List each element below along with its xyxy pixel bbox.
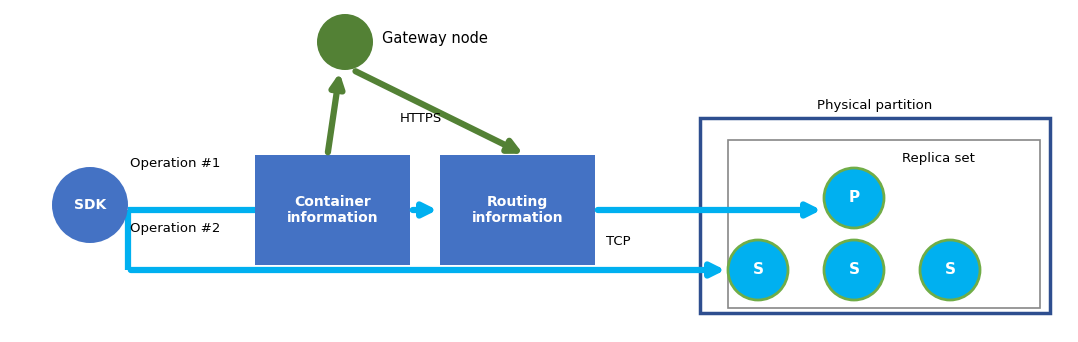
Bar [728, 140, 1040, 308]
Text: TCP: TCP [606, 235, 631, 248]
Text: Gateway node: Gateway node [382, 30, 488, 45]
Text: Operation #1: Operation #1 [129, 157, 220, 170]
Bar [700, 118, 1050, 313]
Text: S: S [752, 263, 763, 277]
Bar [440, 155, 595, 265]
Text: S: S [944, 263, 955, 277]
Circle shape [728, 240, 788, 300]
Text: SDK: SDK [74, 198, 106, 212]
Text: Replica set: Replica set [902, 152, 975, 165]
Circle shape [52, 167, 128, 243]
Text: HTTPS: HTTPS [400, 111, 442, 124]
Bar [255, 155, 410, 265]
Circle shape [824, 240, 884, 300]
Circle shape [317, 14, 373, 70]
Text: P: P [848, 190, 859, 206]
Circle shape [920, 240, 980, 300]
Text: Container
information: Container information [287, 195, 378, 225]
Circle shape [824, 168, 884, 228]
Text: Operation #2: Operation #2 [129, 222, 220, 235]
Text: Routing
information: Routing information [472, 195, 564, 225]
Text: Physical partition: Physical partition [817, 100, 932, 113]
Text: S: S [848, 263, 859, 277]
